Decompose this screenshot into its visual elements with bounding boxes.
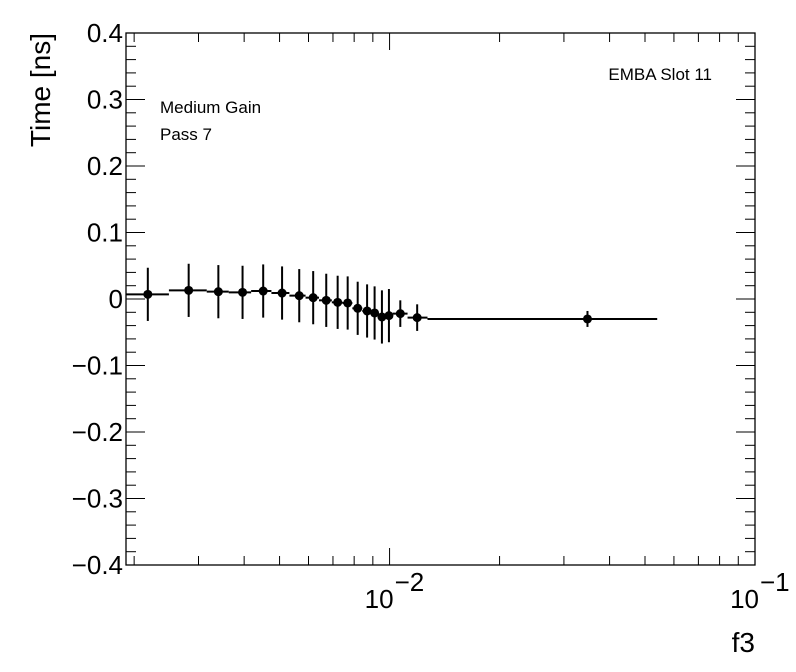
- x-tick-label-base: 10: [365, 584, 394, 614]
- data-point: [412, 313, 422, 323]
- data-point: [384, 311, 394, 321]
- data-point: [277, 288, 287, 298]
- axis-ticks: [126, 32, 756, 566]
- data-point: [294, 291, 304, 301]
- y-tick-label: 0.2: [87, 151, 123, 181]
- data-point: [308, 293, 318, 303]
- data-point: [143, 289, 153, 299]
- data-point: [377, 312, 387, 322]
- y-tick-label: −0.4: [72, 550, 123, 580]
- data-series: [126, 263, 658, 344]
- y-axis-title: Time [ns]: [25, 33, 56, 147]
- data-point: [184, 285, 194, 295]
- x-tick-label-exponent: −1: [760, 567, 790, 597]
- data-point: [395, 309, 405, 319]
- data-point: [258, 286, 268, 296]
- y-tick-label: 0.3: [87, 85, 123, 115]
- x-tick-label-base: 10: [730, 584, 759, 614]
- data-point: [238, 287, 248, 297]
- data-point: [343, 298, 353, 308]
- y-tick-label: 0: [109, 284, 123, 314]
- y-tick-label: −0.2: [72, 417, 123, 447]
- y-tick-labels: 0.4 0.3 0.2 0.1 0 −0.1 −0.2 −0.3 −0.4: [72, 18, 123, 580]
- y-tick-label: −0.3: [72, 484, 123, 514]
- x-tick-label-exponent: −2: [395, 567, 425, 597]
- x-axis-title: f3: [732, 627, 755, 658]
- data-point: [362, 306, 372, 316]
- y-tick-label: 0.1: [87, 218, 123, 248]
- data-point: [353, 303, 363, 313]
- data-point: [582, 314, 592, 324]
- gain-label: Medium Gain: [160, 98, 261, 117]
- data-point: [333, 297, 343, 307]
- y-tick-label: −0.1: [72, 351, 123, 381]
- data-point: [321, 295, 331, 305]
- data-point: [370, 308, 380, 318]
- x-tick-labels: 10−210−1: [365, 567, 790, 614]
- pass-label: Pass 7: [160, 125, 212, 144]
- y-tick-label: 0.4: [87, 18, 123, 48]
- data-point: [213, 287, 223, 297]
- detector-label: EMBA Slot 11: [608, 65, 712, 84]
